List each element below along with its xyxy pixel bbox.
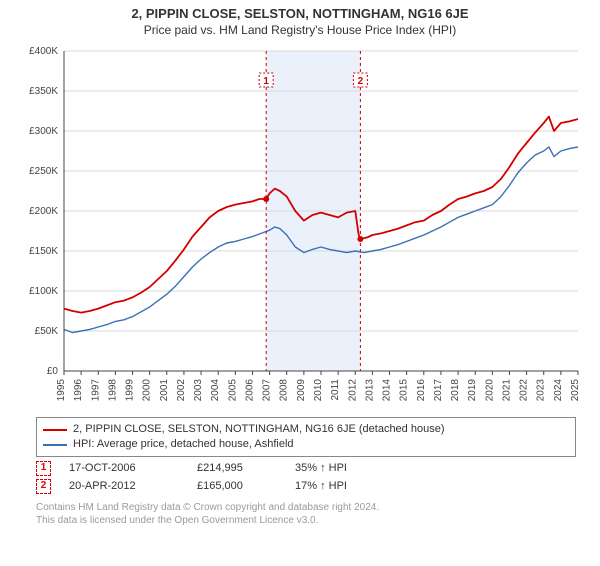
svg-text:2002: 2002 xyxy=(176,379,187,402)
svg-text:2023: 2023 xyxy=(536,379,547,402)
svg-text:2001: 2001 xyxy=(159,379,170,402)
sale-pct: 17% ↑ HPI xyxy=(295,477,405,495)
svg-text:1999: 1999 xyxy=(125,379,136,402)
svg-text:2009: 2009 xyxy=(296,379,307,402)
page-subtitle: Price paid vs. HM Land Registry's House … xyxy=(0,23,600,37)
legend-swatch xyxy=(43,444,67,446)
legend-item: 2, PIPPIN CLOSE, SELSTON, NOTTINGHAM, NG… xyxy=(43,422,569,437)
legend-label: 2, PIPPIN CLOSE, SELSTON, NOTTINGHAM, NG… xyxy=(73,422,445,437)
footer-line: Contains HM Land Registry data © Crown c… xyxy=(36,501,576,514)
svg-text:2017: 2017 xyxy=(433,379,444,402)
svg-text:2022: 2022 xyxy=(519,379,530,402)
svg-text:2016: 2016 xyxy=(416,379,427,402)
chart-area: £0 £50K £100K £150K £200K £250K £300K £350K £400… xyxy=(18,41,588,411)
footer: Contains HM Land Registry data © Crown c… xyxy=(36,501,576,527)
svg-text:2007: 2007 xyxy=(262,379,273,402)
svg-text:2005: 2005 xyxy=(227,379,238,402)
sale-date: 17-OCT-2006 xyxy=(69,459,179,477)
svg-text:2018: 2018 xyxy=(450,379,461,402)
svg-text:2024: 2024 xyxy=(553,379,564,402)
svg-text:2015: 2015 xyxy=(399,379,410,402)
svg-text:2010: 2010 xyxy=(313,379,324,402)
sale-date: 20-APR-2012 xyxy=(69,477,179,495)
line-chart: £0 £50K £100K £150K £200K £250K £300K £350K £400… xyxy=(18,41,588,411)
svg-text:£350K: £350K xyxy=(29,86,58,97)
svg-text:1996: 1996 xyxy=(73,379,84,402)
svg-text:2012: 2012 xyxy=(347,379,358,402)
svg-text:2006: 2006 xyxy=(244,379,255,402)
svg-text:2008: 2008 xyxy=(279,379,290,402)
svg-text:£150K: £150K xyxy=(29,246,58,257)
sale-price: £214,995 xyxy=(197,459,277,477)
svg-text:2000: 2000 xyxy=(142,379,153,402)
sale-row: 2 20-APR-2012 £165,000 17% ↑ HPI xyxy=(36,477,576,495)
svg-text:£250K: £250K xyxy=(29,166,58,177)
svg-text:2020: 2020 xyxy=(484,379,495,402)
svg-text:£400K: £400K xyxy=(29,46,58,57)
svg-text:1997: 1997 xyxy=(90,379,101,402)
svg-text:2014: 2014 xyxy=(382,379,393,402)
sale-marker-icon: 2 xyxy=(36,479,51,494)
sales-table: 1 17-OCT-2006 £214,995 35% ↑ HPI 2 20-AP… xyxy=(36,459,576,495)
footer-line: This data is licensed under the Open Gov… xyxy=(36,514,576,527)
svg-text:2004: 2004 xyxy=(210,379,221,402)
svg-text:2011: 2011 xyxy=(330,379,341,401)
legend-item: HPI: Average price, detached house, Ashf… xyxy=(43,437,569,452)
svg-text:£300K: £300K xyxy=(29,126,58,137)
svg-text:£200K: £200K xyxy=(29,206,58,217)
sale-row: 1 17-OCT-2006 £214,995 35% ↑ HPI xyxy=(36,459,576,477)
legend: 2, PIPPIN CLOSE, SELSTON, NOTTINGHAM, NG… xyxy=(36,417,576,457)
svg-text:2: 2 xyxy=(358,76,364,87)
svg-text:£50K: £50K xyxy=(35,326,59,337)
svg-text:£100K: £100K xyxy=(29,286,58,297)
svg-text:2025: 2025 xyxy=(570,379,581,402)
svg-text:1995: 1995 xyxy=(56,379,67,402)
sale-marker-icon: 1 xyxy=(36,461,51,476)
svg-text:1: 1 xyxy=(263,76,269,87)
svg-text:2021: 2021 xyxy=(501,379,512,402)
svg-text:2003: 2003 xyxy=(193,379,204,402)
chart-container: 2, PIPPIN CLOSE, SELSTON, NOTTINGHAM, NG… xyxy=(0,6,600,566)
svg-text:£0: £0 xyxy=(47,366,59,377)
titles: 2, PIPPIN CLOSE, SELSTON, NOTTINGHAM, NG… xyxy=(0,6,600,37)
page-title: 2, PIPPIN CLOSE, SELSTON, NOTTINGHAM, NG… xyxy=(0,6,600,21)
svg-text:1998: 1998 xyxy=(107,379,118,402)
sale-price: £165,000 xyxy=(197,477,277,495)
legend-label: HPI: Average price, detached house, Ashf… xyxy=(73,437,294,452)
svg-text:2019: 2019 xyxy=(467,379,478,402)
legend-swatch xyxy=(43,429,67,431)
svg-text:2013: 2013 xyxy=(364,379,375,402)
sale-pct: 35% ↑ HPI xyxy=(295,459,405,477)
